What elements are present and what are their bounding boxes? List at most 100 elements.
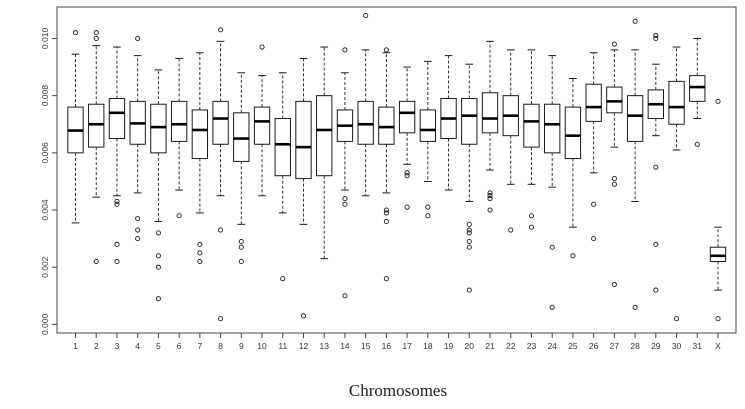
outlier-point [238, 244, 244, 250]
outlier-point [549, 244, 555, 250]
x-tick-label: 16 [382, 341, 392, 351]
box-25 [564, 77, 582, 259]
y-axis: 0.000 0.002 0.004 0.006 0.008 0.010 [40, 28, 57, 336]
x-axis: 1 2 3 4 5 6 7 8 9 10 11 12 13 14 15 16 17 18 19 20 21 22 23 24 2… [73, 333, 721, 351]
box-11 [274, 72, 291, 282]
x-tick-label: 17 [402, 341, 412, 351]
x-tick-label: 23 [527, 341, 537, 351]
outlier-point [114, 198, 120, 205]
box-22 [502, 49, 519, 233]
outlier-point [611, 176, 617, 182]
x-tick-label: 22 [506, 341, 516, 351]
iqr-box [253, 106, 271, 145]
outlier-point [363, 13, 369, 19]
box-26 [585, 52, 602, 242]
outlier-point [591, 201, 597, 207]
outlier-point [487, 196, 493, 202]
outlier-point [653, 35, 659, 42]
outlier-point [155, 230, 161, 236]
box-16 [378, 47, 395, 282]
x-tick-label: 6 [177, 341, 182, 351]
x-tick-label: 27 [610, 341, 620, 351]
outlier-point [238, 258, 244, 265]
outlier-point [342, 47, 348, 53]
outlier-point [197, 250, 203, 256]
box-17 [398, 66, 416, 210]
iqr-box [606, 86, 623, 114]
outlier-point [466, 287, 472, 293]
outlier-point [466, 221, 472, 227]
x-tick-label: 10 [257, 341, 267, 351]
iqr-box [419, 109, 437, 142]
y-tick-label: 0.000 [40, 314, 50, 336]
x-tick-label: 3 [115, 341, 120, 351]
outlier-point [383, 218, 389, 225]
x-axis-title: Chromosomes [349, 381, 447, 400]
outlier-point [176, 213, 182, 219]
outlier-point [114, 241, 120, 247]
outlier-point [280, 276, 286, 282]
box-30 [668, 46, 685, 322]
x-tick-label: 14 [340, 341, 350, 351]
iqr-box [357, 100, 374, 145]
outlier-point [197, 241, 203, 247]
outlier-point [653, 164, 659, 170]
x-tick-label: 21 [485, 341, 495, 351]
iqr-box [212, 100, 229, 145]
outlier-point [114, 201, 120, 207]
x-tick-label: 2 [94, 341, 99, 351]
outlier-point [715, 316, 721, 322]
outlier-point [653, 33, 659, 39]
outlier-point [93, 35, 99, 42]
box-series [67, 13, 727, 322]
box-8 [212, 27, 229, 322]
outlier-point [135, 236, 141, 242]
iqr-box [481, 92, 499, 134]
outlier-point [653, 287, 659, 293]
x-tick-label: 1 [73, 341, 78, 351]
y-tick-label: 0.006 [40, 142, 50, 164]
iqr-box [88, 103, 105, 148]
box-9 [233, 72, 250, 265]
outlier-point [466, 244, 472, 250]
box-21 [481, 40, 499, 213]
outlier-point [528, 213, 535, 219]
outlier-point [155, 264, 161, 270]
x-tick-label: 18 [423, 341, 433, 351]
outlier-point [466, 238, 472, 245]
iqr-box [378, 106, 395, 145]
box-3 [108, 46, 126, 265]
outlier-point [218, 227, 224, 233]
outlier-point [466, 230, 472, 236]
box-29 [647, 33, 664, 293]
iqr-box [461, 98, 478, 145]
box-23 [523, 49, 540, 230]
outlier-point [570, 253, 576, 259]
outlier-point [135, 216, 141, 222]
iqr-box [544, 103, 561, 154]
box-31 [689, 37, 706, 147]
outlier-point [342, 201, 348, 207]
outlier-point [466, 227, 472, 233]
outlier-point [425, 213, 431, 219]
x-tick-label: 12 [299, 341, 309, 351]
outlier-point [342, 196, 348, 202]
iqr-box [523, 103, 540, 148]
iqr-box [191, 109, 209, 160]
box-19 [440, 55, 457, 191]
box-15 [357, 13, 374, 197]
outlier-point [549, 304, 555, 310]
outlier-point [218, 316, 224, 322]
x-tick-label: 11 [278, 341, 287, 351]
box-4 [129, 35, 146, 242]
outlier-point [404, 204, 410, 210]
x-tick-label: 7 [197, 341, 202, 351]
box-24 [544, 55, 561, 310]
iqr-box [626, 95, 644, 142]
x-tick-label: 5 [156, 341, 161, 351]
outlier-point [114, 258, 120, 265]
plot-frame [56, 6, 737, 334]
x-tick-label: 9 [239, 341, 244, 351]
x-tick-label: 20 [465, 341, 475, 351]
outlier-point [673, 316, 680, 322]
